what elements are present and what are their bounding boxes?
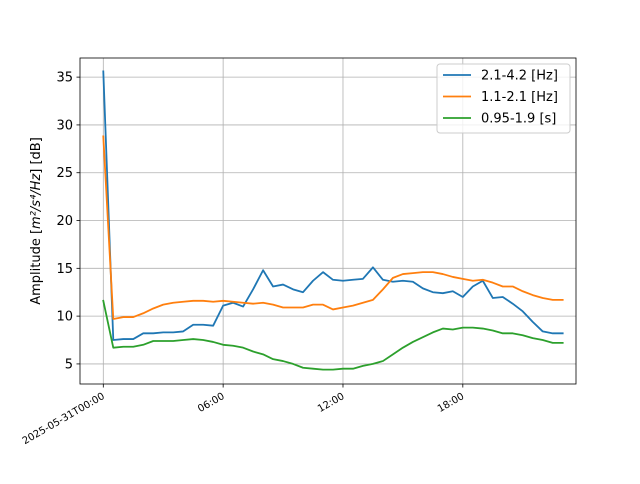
legend: 2.1-4.2 [Hz] 1.1-2.1 [Hz] 0.95-1.9 [s] [436, 63, 571, 134]
legend-label-3: 0.95-1.9 [s] [481, 112, 556, 127]
y-axis-ticks: 5 10 15 20 25 30 35 [56, 71, 80, 372]
plot-frame [79, 57, 577, 385]
legend-items: 2.1-4.2 [Hz] 1.1-2.1 [Hz] 0.95-1.9 [s] [443, 69, 558, 127]
series-line-3 [102, 299, 564, 371]
legend-label-1: 2.1-4.2 [Hz] [481, 69, 558, 84]
y-tick-label: 20 [56, 214, 73, 229]
y-axis-label-prefix: Amplitude [ [29, 229, 44, 305]
legend-label-2: 1.1-2.1 [Hz] [481, 90, 558, 105]
y-tick-label: 30 [56, 118, 73, 133]
legend-box [436, 63, 571, 134]
y-tick-label: 5 [65, 357, 73, 372]
y-tick-label: 25 [56, 166, 73, 181]
y-tick-label: 10 [56, 310, 73, 325]
series-line-2 [102, 135, 564, 320]
plot-series [102, 70, 564, 371]
y-tick-label: 15 [56, 262, 73, 277]
y-tick-label: 35 [56, 71, 73, 86]
y-axis-label-suffix: ] [dB] [29, 137, 44, 174]
y-axis-label-unit: m²/s⁴/Hz [29, 173, 44, 229]
series-line-1 [102, 70, 564, 341]
y-axis-label: Amplitude [m²/s⁴/Hz] [dB] [29, 137, 44, 305]
